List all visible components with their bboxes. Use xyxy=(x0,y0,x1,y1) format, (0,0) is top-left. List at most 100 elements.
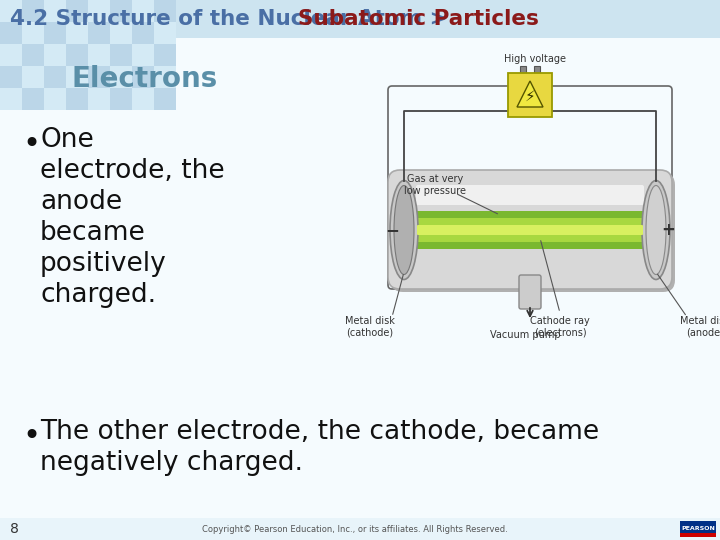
Text: Subatomic Particles: Subatomic Particles xyxy=(298,9,539,29)
Text: ⚡: ⚡ xyxy=(525,89,536,104)
Text: Metal disk
(cathode): Metal disk (cathode) xyxy=(345,316,395,338)
Bar xyxy=(22,0,44,22)
Bar xyxy=(0,88,22,110)
Bar xyxy=(88,22,110,44)
Bar xyxy=(88,44,110,66)
Bar xyxy=(22,88,44,110)
Bar xyxy=(0,88,22,110)
Bar xyxy=(44,88,66,110)
Bar xyxy=(66,0,88,22)
FancyBboxPatch shape xyxy=(412,218,648,242)
Bar xyxy=(0,0,720,38)
Text: High voltage: High voltage xyxy=(504,54,566,64)
Bar xyxy=(520,66,526,74)
Bar xyxy=(22,22,44,44)
Bar xyxy=(44,66,66,88)
Bar xyxy=(680,533,716,537)
Bar xyxy=(44,44,66,66)
Bar xyxy=(0,0,22,22)
Bar xyxy=(680,521,716,537)
Bar xyxy=(154,0,176,22)
Bar xyxy=(154,22,176,44)
Text: −: − xyxy=(385,221,399,239)
Ellipse shape xyxy=(394,186,414,274)
Text: Metal disk
(anode): Metal disk (anode) xyxy=(680,316,720,338)
Bar xyxy=(44,88,66,110)
Text: PEARSON: PEARSON xyxy=(681,526,715,531)
Bar xyxy=(44,0,66,22)
Bar xyxy=(132,0,154,22)
Bar xyxy=(66,66,88,88)
Bar xyxy=(22,66,44,88)
Bar xyxy=(132,66,154,88)
FancyBboxPatch shape xyxy=(391,173,675,292)
Bar xyxy=(88,66,110,88)
Text: 4.2 Structure of the Nuclear Atom >: 4.2 Structure of the Nuclear Atom > xyxy=(10,9,455,29)
Bar xyxy=(110,66,132,88)
Bar xyxy=(132,44,154,66)
Bar xyxy=(66,44,88,66)
Bar xyxy=(66,22,88,44)
Bar xyxy=(0,66,22,88)
Bar xyxy=(110,22,132,44)
Text: Gas at very
low pressure: Gas at very low pressure xyxy=(404,174,466,196)
Bar xyxy=(154,88,176,110)
FancyBboxPatch shape xyxy=(519,275,541,309)
Bar xyxy=(66,22,88,44)
Bar xyxy=(154,44,176,66)
Bar xyxy=(88,88,110,110)
Text: Electrons: Electrons xyxy=(72,65,218,93)
Bar xyxy=(0,66,22,88)
Bar xyxy=(110,88,132,110)
Bar xyxy=(110,0,132,22)
Text: +: + xyxy=(661,221,675,239)
Bar xyxy=(132,0,154,22)
FancyBboxPatch shape xyxy=(416,185,644,205)
Bar xyxy=(22,44,44,66)
Text: Copyright© Pearson Education, Inc., or its affiliates. All Rights Reserved.: Copyright© Pearson Education, Inc., or i… xyxy=(202,524,508,534)
Bar xyxy=(132,66,154,88)
Bar xyxy=(0,0,720,38)
Bar xyxy=(154,88,176,110)
Bar xyxy=(88,66,110,88)
Bar xyxy=(88,88,110,110)
Bar xyxy=(534,66,540,74)
FancyBboxPatch shape xyxy=(388,170,672,289)
Text: Vacuum pump: Vacuum pump xyxy=(490,330,560,340)
Text: One
electrode, the
anode
became
positively
charged.: One electrode, the anode became positive… xyxy=(40,127,225,308)
Bar xyxy=(110,44,132,66)
Bar xyxy=(0,44,22,66)
Bar xyxy=(154,66,176,88)
Bar xyxy=(110,0,132,22)
Bar xyxy=(154,66,176,88)
Bar xyxy=(0,518,720,540)
Bar xyxy=(0,22,22,44)
Bar xyxy=(132,22,154,44)
Bar xyxy=(88,0,110,22)
Bar xyxy=(154,0,176,22)
Bar xyxy=(22,66,44,88)
Bar xyxy=(66,44,88,66)
Bar xyxy=(110,88,132,110)
Text: The other electrode, the cathode, became
negatively charged.: The other electrode, the cathode, became… xyxy=(40,419,599,476)
Ellipse shape xyxy=(642,180,670,280)
Bar xyxy=(110,22,132,44)
Bar xyxy=(110,66,132,88)
Bar xyxy=(154,22,176,44)
Bar xyxy=(154,44,176,66)
Bar xyxy=(132,88,154,110)
Bar xyxy=(0,0,22,22)
Bar xyxy=(44,0,66,22)
Bar xyxy=(44,22,66,44)
Bar xyxy=(132,22,154,44)
Polygon shape xyxy=(517,81,543,107)
Bar xyxy=(132,44,154,66)
Bar xyxy=(88,0,110,22)
FancyBboxPatch shape xyxy=(508,73,552,117)
Bar xyxy=(22,44,44,66)
FancyBboxPatch shape xyxy=(417,225,643,235)
Bar xyxy=(66,88,88,110)
FancyBboxPatch shape xyxy=(411,211,649,249)
Bar xyxy=(44,44,66,66)
Bar xyxy=(88,44,110,66)
